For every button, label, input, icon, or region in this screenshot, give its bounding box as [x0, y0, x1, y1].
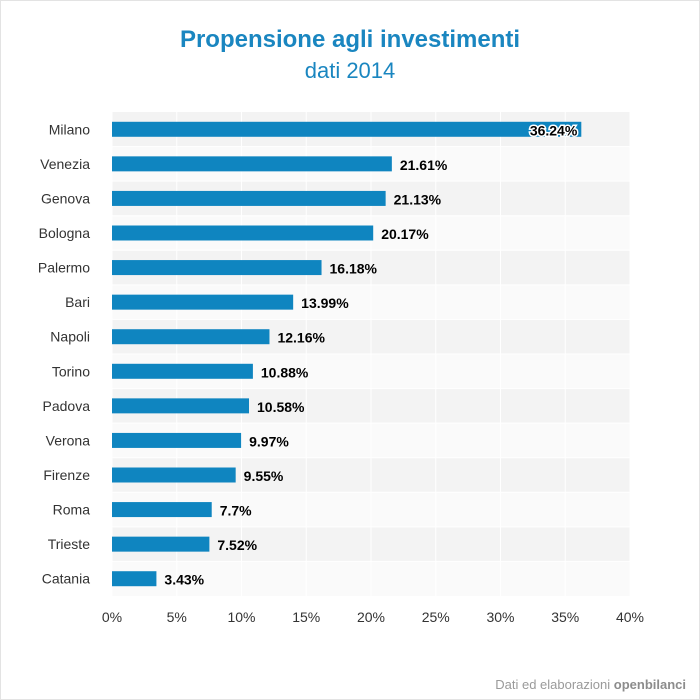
category-label: Venezia [40, 156, 90, 172]
footer-prefix: Dati ed elaborazioni [495, 677, 611, 692]
x-tick-label: 20% [357, 609, 385, 625]
bar-napoli [112, 329, 270, 345]
data-label: 10.58% [257, 399, 305, 415]
data-label: 7.52% [217, 537, 257, 553]
bar-roma [112, 502, 212, 518]
data-label: 7.7% [220, 503, 252, 519]
bar-torino [112, 363, 253, 379]
category-label: Palermo [38, 260, 90, 276]
data-label: 3.43% [164, 572, 204, 588]
category-label: Catania [42, 571, 90, 587]
x-tick-label: 35% [551, 609, 579, 625]
x-tick-label: 0% [102, 609, 122, 625]
chart-title: Propensione agli investimenti [179, 26, 521, 53]
category-label: Torino [52, 363, 90, 379]
category-label: Milano [49, 121, 90, 137]
bar-trieste [112, 536, 210, 552]
chart-subtitle: dati 2014 [304, 58, 396, 83]
category-label: Roma [53, 502, 91, 518]
bar-venezia [112, 156, 392, 172]
category-label: Padova [43, 398, 91, 414]
bar-genova [112, 190, 386, 206]
x-tick-label: 15% [292, 609, 320, 625]
x-tick-label: 10% [227, 609, 255, 625]
bar-catania [112, 571, 157, 587]
data-label: 9.97% [249, 433, 289, 449]
category-label: Bari [65, 294, 90, 310]
category-label: Genova [41, 190, 90, 206]
category-label: Trieste [48, 536, 90, 552]
data-label: 21.13% [394, 191, 442, 207]
bar-bologna [112, 225, 374, 241]
data-label: 36.24% [530, 122, 578, 138]
data-label: 10.88% [261, 364, 309, 380]
bar-firenze [112, 467, 236, 483]
category-label: Bologna [39, 225, 91, 241]
bar-padova [112, 398, 250, 414]
x-tick-label: 5% [167, 609, 187, 625]
data-label: 9.55% [244, 468, 284, 484]
data-label: 16.18% [330, 261, 378, 277]
bar-verona [112, 432, 242, 448]
bar-bari [112, 294, 294, 310]
bar-milano [112, 121, 582, 137]
data-label: 13.99% [301, 295, 349, 311]
x-tick-label: 30% [486, 609, 514, 625]
category-label: Napoli [50, 329, 90, 345]
footer-credit: Dati ed elaborazioni openbilanci [495, 677, 686, 692]
footer-brand: openbilanci [613, 677, 686, 692]
data-label: 20.17% [381, 226, 429, 242]
category-label: Verona [46, 432, 91, 448]
data-label: 21.61% [400, 157, 448, 173]
x-tick-label: 25% [422, 609, 450, 625]
x-tick-label: 40% [616, 609, 644, 625]
data-label: 12.16% [277, 330, 325, 346]
category-label: Firenze [43, 467, 90, 483]
bar-palermo [112, 260, 322, 276]
